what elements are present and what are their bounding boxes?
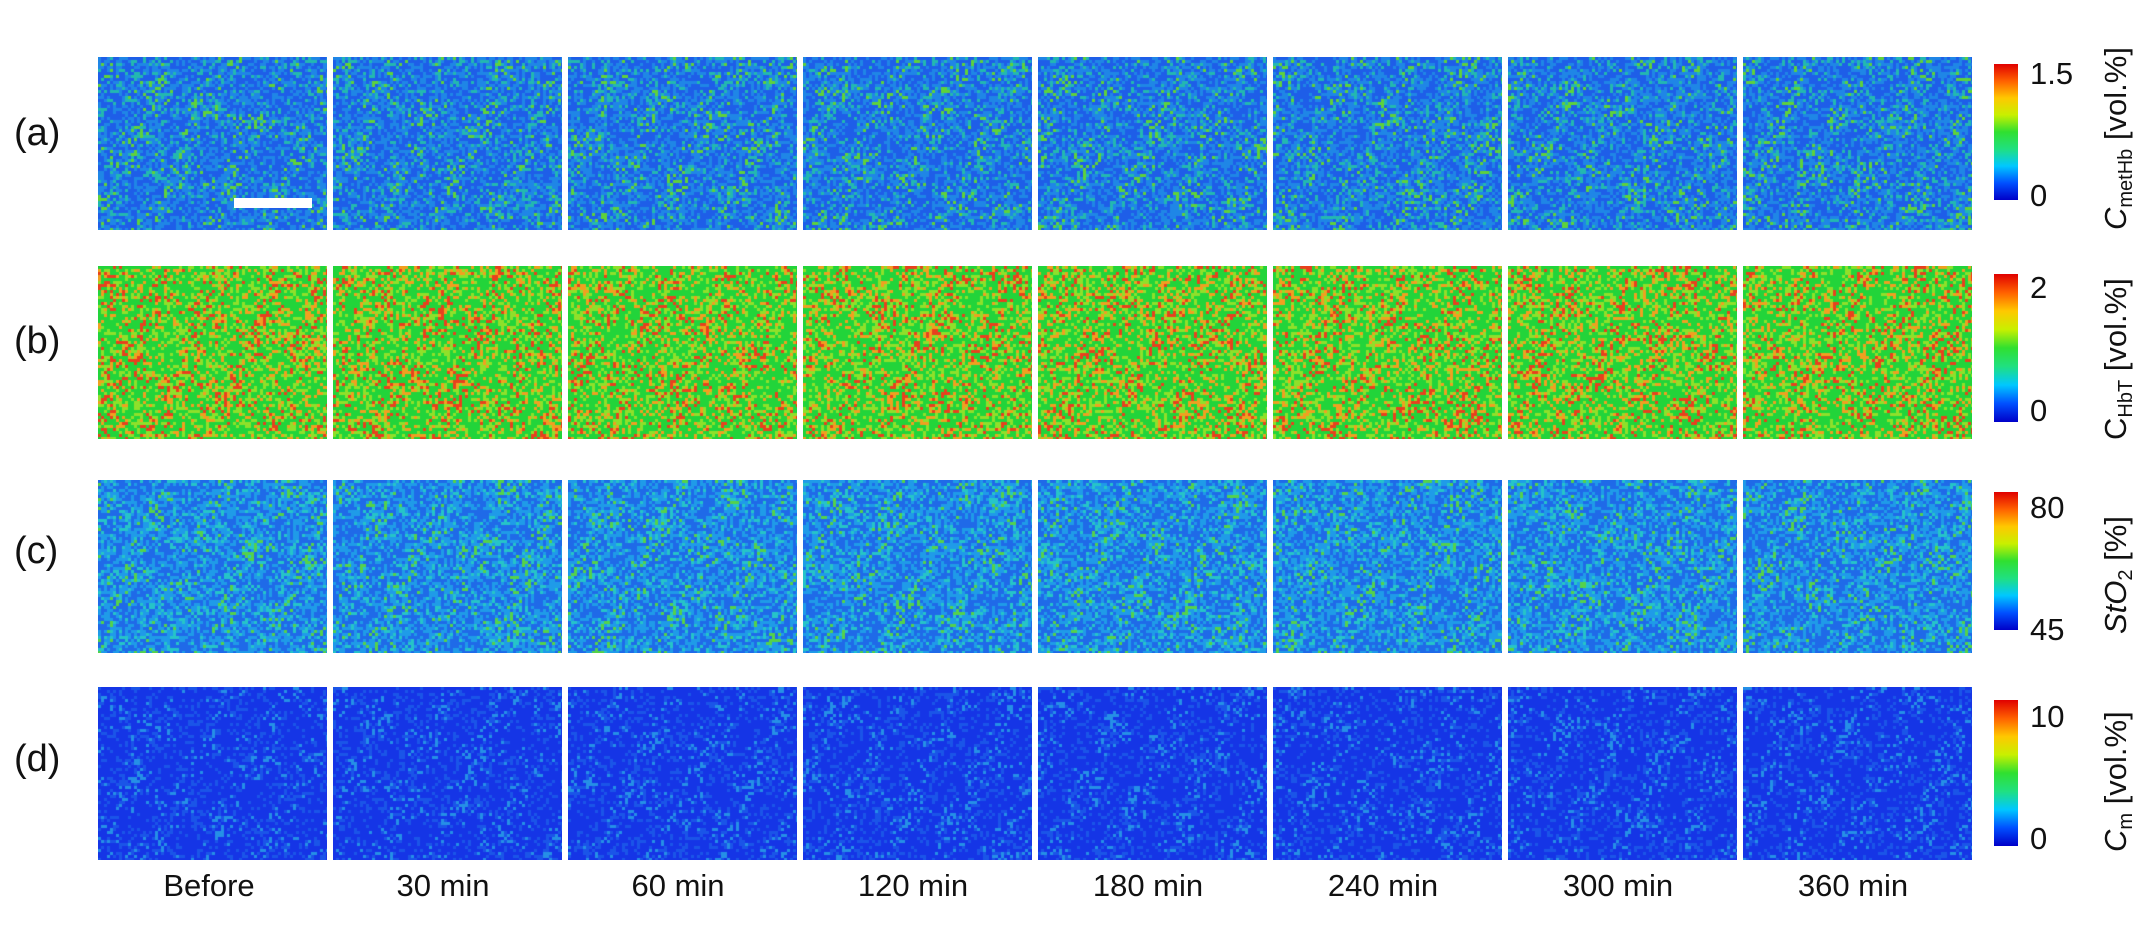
- colorbar-c-max: 80: [2030, 490, 2065, 525]
- image-panel-3-3: [568, 480, 797, 653]
- column-label-300min: 300 min: [1562, 868, 1674, 903]
- image-panel-4-1: [98, 687, 327, 860]
- column-label-360min: 360 min: [1797, 868, 1909, 903]
- image-panel-2-3: [568, 266, 797, 439]
- image-panel-4-3: [568, 687, 797, 860]
- colorbar-d-min: 0: [2030, 821, 2048, 856]
- colorbar-b-label: CHbT [vol.%]: [2098, 278, 2137, 440]
- colorbar-c-min: 45: [2030, 612, 2065, 647]
- image-panel-4-2: [333, 687, 562, 860]
- image-panel-2-2: [333, 266, 562, 439]
- row-label-b: (b): [14, 320, 61, 362]
- column-label-60min: 60 min: [631, 868, 725, 903]
- scale-bar: [234, 198, 312, 208]
- image-panel-2-7: [1508, 266, 1737, 439]
- image-panel-2-6: [1273, 266, 1502, 439]
- column-label-180min: 180 min: [1092, 868, 1204, 903]
- image-panel-4-4: [803, 687, 1032, 860]
- image-panel-4-5: [1038, 687, 1267, 860]
- image-panel-3-2: [333, 480, 562, 653]
- colorbar-a: [1994, 64, 2018, 200]
- image-panel-3-7: [1508, 480, 1737, 653]
- image-panel-1-8: [1743, 57, 1972, 230]
- image-panel-1-1: [98, 57, 327, 230]
- image-panel-3-8: [1743, 480, 1972, 653]
- row-label-c: (c): [14, 530, 59, 572]
- colorbar-a-min: 0: [2030, 178, 2048, 213]
- image-panel-4-6: [1273, 687, 1502, 860]
- column-label-120min: 120 min: [857, 868, 969, 903]
- image-panel-1-7: [1508, 57, 1737, 230]
- row-label-a: (a): [14, 112, 61, 154]
- colorbar-c: [1994, 492, 2018, 630]
- image-panel-2-5: [1038, 266, 1267, 439]
- row-label-d: (d): [14, 738, 61, 780]
- colorbar-c-label: StO2 [%]: [2098, 516, 2137, 634]
- image-panel-3-6: [1273, 480, 1502, 653]
- column-label-240min: 240 min: [1327, 868, 1439, 903]
- image-panel-3-4: [803, 480, 1032, 653]
- colorbar-b-min: 0: [2030, 393, 2048, 428]
- colorbar-b: [1994, 274, 2018, 422]
- image-panel-1-5: [1038, 57, 1267, 230]
- colorbar-a-max: 1.5: [2030, 56, 2074, 91]
- image-panel-1-6: [1273, 57, 1502, 230]
- image-panel-3-1: [98, 480, 327, 653]
- image-panel-4-7: [1508, 687, 1737, 860]
- column-label-before: Before: [163, 868, 255, 903]
- colorbar-d-label: Cm [vol.%]: [2098, 711, 2137, 852]
- image-panel-1-2: [333, 57, 562, 230]
- colorbar-b-max: 2: [2030, 270, 2048, 305]
- image-panel-2-8: [1743, 266, 1972, 439]
- image-panel-2-4: [803, 266, 1032, 439]
- image-panel-2-1: [98, 266, 327, 439]
- image-panel-4-8: [1743, 687, 1972, 860]
- colorbar-a-label: CmetHb [vol.%]: [2098, 47, 2137, 230]
- column-label-30min: 30 min: [396, 868, 490, 903]
- image-panel-1-4: [803, 57, 1032, 230]
- colorbar-d-max: 10: [2030, 699, 2065, 734]
- image-panel-3-5: [1038, 480, 1267, 653]
- colorbar-d: [1994, 700, 2018, 846]
- image-panel-1-3: [568, 57, 797, 230]
